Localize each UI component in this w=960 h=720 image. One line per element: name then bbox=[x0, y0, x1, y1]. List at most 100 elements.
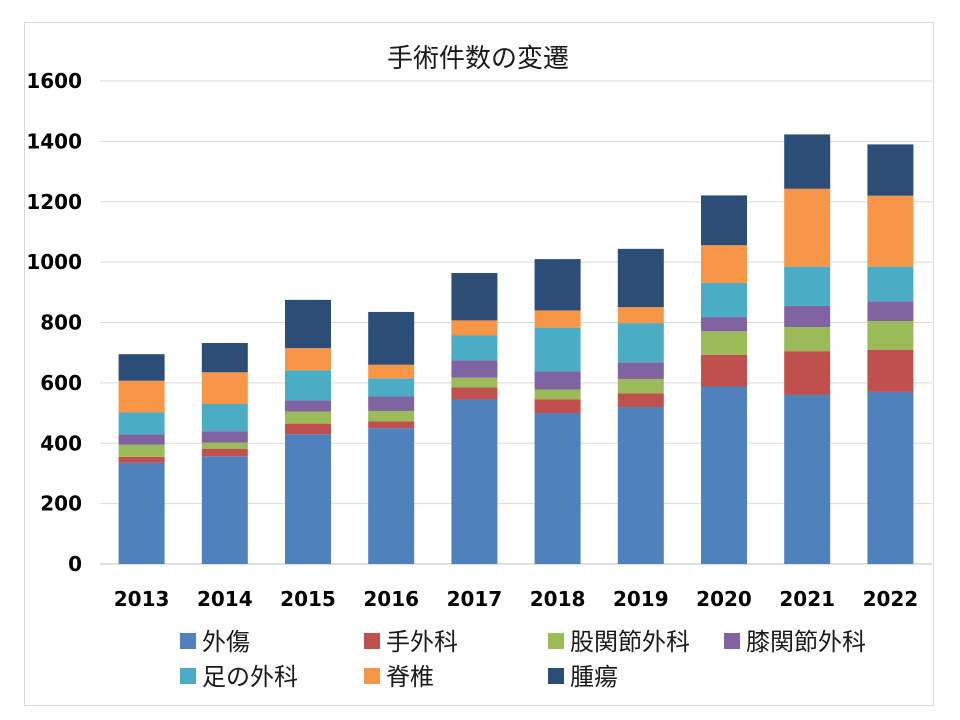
bar-segment bbox=[118, 380, 165, 413]
bar-segment bbox=[285, 400, 331, 412]
legend-swatch bbox=[364, 668, 380, 684]
bar-segment bbox=[201, 372, 248, 405]
legend-swatch bbox=[548, 633, 564, 649]
chart-title: 手術件数の変遷 bbox=[387, 44, 569, 74]
x-tick-label: 2022 bbox=[863, 587, 919, 611]
bar-segment bbox=[867, 391, 914, 564]
x-tick-label: 2014 bbox=[197, 587, 253, 611]
bar-segment bbox=[617, 248, 664, 308]
legend-label: 足の外科 bbox=[202, 663, 298, 691]
legend-swatch bbox=[180, 668, 196, 684]
bar-segment bbox=[118, 354, 165, 381]
legend-swatch bbox=[364, 633, 380, 649]
y-tick-label: 1600 bbox=[26, 69, 82, 93]
bar-segment bbox=[451, 377, 498, 388]
bar-segment bbox=[784, 351, 831, 395]
x-tick-label: 2018 bbox=[530, 587, 586, 611]
bar-segment bbox=[118, 434, 165, 445]
bar-segment bbox=[784, 327, 831, 352]
bar-segment bbox=[617, 393, 664, 408]
y-tick-label: 800 bbox=[40, 311, 82, 335]
bar-segment bbox=[534, 259, 581, 311]
bar-segment bbox=[451, 320, 498, 336]
bar-segment bbox=[867, 195, 914, 267]
legend-swatch bbox=[180, 633, 196, 649]
bar-segment bbox=[368, 378, 415, 397]
bar-segment bbox=[368, 396, 415, 411]
bar-segment bbox=[867, 320, 914, 350]
legend-label: 外傷 bbox=[202, 628, 250, 656]
bar-segment bbox=[534, 399, 581, 414]
bar-segment bbox=[701, 195, 747, 246]
bar-segment bbox=[201, 343, 248, 373]
y-tick-label: 0 bbox=[68, 552, 82, 576]
bar-segment bbox=[451, 360, 498, 378]
bar-segment bbox=[118, 462, 165, 564]
bar-segment bbox=[368, 364, 415, 379]
y-tick-label: 1200 bbox=[26, 190, 82, 214]
bar-segment bbox=[451, 387, 498, 400]
legend-swatch bbox=[548, 668, 564, 684]
bar-segment bbox=[534, 413, 581, 564]
bar-segment bbox=[867, 144, 914, 196]
bar-segment bbox=[451, 399, 498, 564]
bar-segment bbox=[368, 410, 415, 422]
x-tick-label: 2021 bbox=[779, 587, 835, 611]
bar-segment bbox=[118, 412, 165, 435]
bar-segment bbox=[201, 442, 248, 449]
x-tick-label: 2017 bbox=[447, 587, 503, 611]
x-tick-label: 2019 bbox=[613, 587, 669, 611]
x-tick-label: 2013 bbox=[114, 587, 170, 611]
bar-segment bbox=[784, 394, 831, 564]
x-tick-label: 2015 bbox=[280, 587, 336, 611]
legend-label: 脊椎 bbox=[386, 663, 434, 691]
legend-swatch bbox=[724, 633, 740, 649]
y-tick-label: 200 bbox=[40, 492, 82, 516]
bar-segment bbox=[701, 386, 747, 564]
bar-segment bbox=[617, 378, 664, 394]
legend-label: 股関節外科 bbox=[570, 628, 690, 656]
bar-segment bbox=[201, 404, 248, 432]
bar-segment bbox=[534, 389, 581, 400]
bar-segment bbox=[285, 434, 331, 564]
bar-segment bbox=[701, 354, 747, 387]
bar-segment bbox=[285, 411, 331, 424]
bar-segment bbox=[784, 188, 831, 267]
y-tick-label: 600 bbox=[40, 371, 82, 395]
bar-segment bbox=[285, 299, 331, 349]
bar-segment bbox=[368, 311, 415, 365]
bar-segment bbox=[867, 349, 914, 392]
bar-segment bbox=[534, 310, 581, 328]
x-tick-label: 2016 bbox=[363, 587, 419, 611]
bar-segment bbox=[784, 305, 831, 328]
bar-segment bbox=[701, 317, 747, 332]
bar-segment bbox=[701, 282, 747, 318]
bar-segment bbox=[451, 272, 498, 321]
bar-segment bbox=[701, 331, 747, 355]
bar-segment bbox=[617, 323, 664, 363]
bar-segment bbox=[118, 444, 165, 457]
bar-segment bbox=[285, 423, 331, 435]
x-tick-label: 2020 bbox=[696, 587, 752, 611]
bar-segment bbox=[784, 134, 831, 189]
bar-segment bbox=[368, 421, 415, 429]
bar-segment bbox=[118, 456, 165, 463]
bar-segment bbox=[201, 456, 248, 564]
bar-segment bbox=[867, 301, 914, 321]
bar-segment bbox=[201, 431, 248, 443]
bar-segment bbox=[368, 428, 415, 564]
y-tick-label: 400 bbox=[40, 431, 82, 455]
legend-label: 膝関節外科 bbox=[746, 628, 866, 656]
bar-segment bbox=[534, 371, 581, 390]
y-tick-label: 1400 bbox=[26, 129, 82, 153]
bar-segment bbox=[201, 448, 248, 457]
bar-segment bbox=[451, 335, 498, 361]
bar-segment bbox=[534, 327, 581, 372]
bar-segment bbox=[617, 307, 664, 324]
bar-segment bbox=[285, 370, 331, 401]
bar-segment bbox=[867, 266, 914, 302]
bar-segment bbox=[285, 348, 331, 371]
bar-segment bbox=[617, 407, 664, 564]
bar-segment bbox=[617, 362, 664, 379]
